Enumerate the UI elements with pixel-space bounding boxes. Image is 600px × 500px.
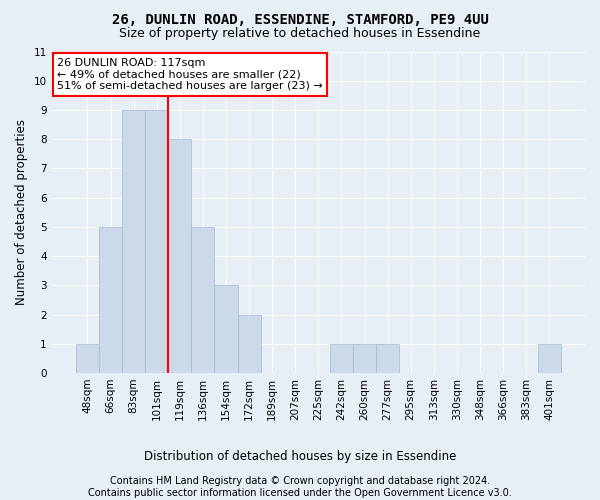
Bar: [168, 139, 191, 373]
Bar: [353, 344, 376, 373]
Bar: [238, 314, 260, 373]
Bar: [330, 344, 353, 373]
Text: 26, DUNLIN ROAD, ESSENDINE, STAMFORD, PE9 4UU: 26, DUNLIN ROAD, ESSENDINE, STAMFORD, PE…: [112, 12, 488, 26]
Text: Distribution of detached houses by size in Essendine: Distribution of detached houses by size …: [144, 450, 456, 463]
Bar: [145, 110, 168, 373]
Bar: [191, 227, 214, 373]
Bar: [99, 227, 122, 373]
Bar: [76, 344, 99, 373]
Text: Contains HM Land Registry data © Crown copyright and database right 2024.
Contai: Contains HM Land Registry data © Crown c…: [88, 476, 512, 498]
Bar: [122, 110, 145, 373]
Bar: [376, 344, 399, 373]
Y-axis label: Number of detached properties: Number of detached properties: [15, 120, 28, 306]
Bar: [214, 286, 238, 373]
Text: 26 DUNLIN ROAD: 117sqm
← 49% of detached houses are smaller (22)
51% of semi-det: 26 DUNLIN ROAD: 117sqm ← 49% of detached…: [57, 58, 323, 91]
Text: Size of property relative to detached houses in Essendine: Size of property relative to detached ho…: [119, 28, 481, 40]
Bar: [538, 344, 561, 373]
